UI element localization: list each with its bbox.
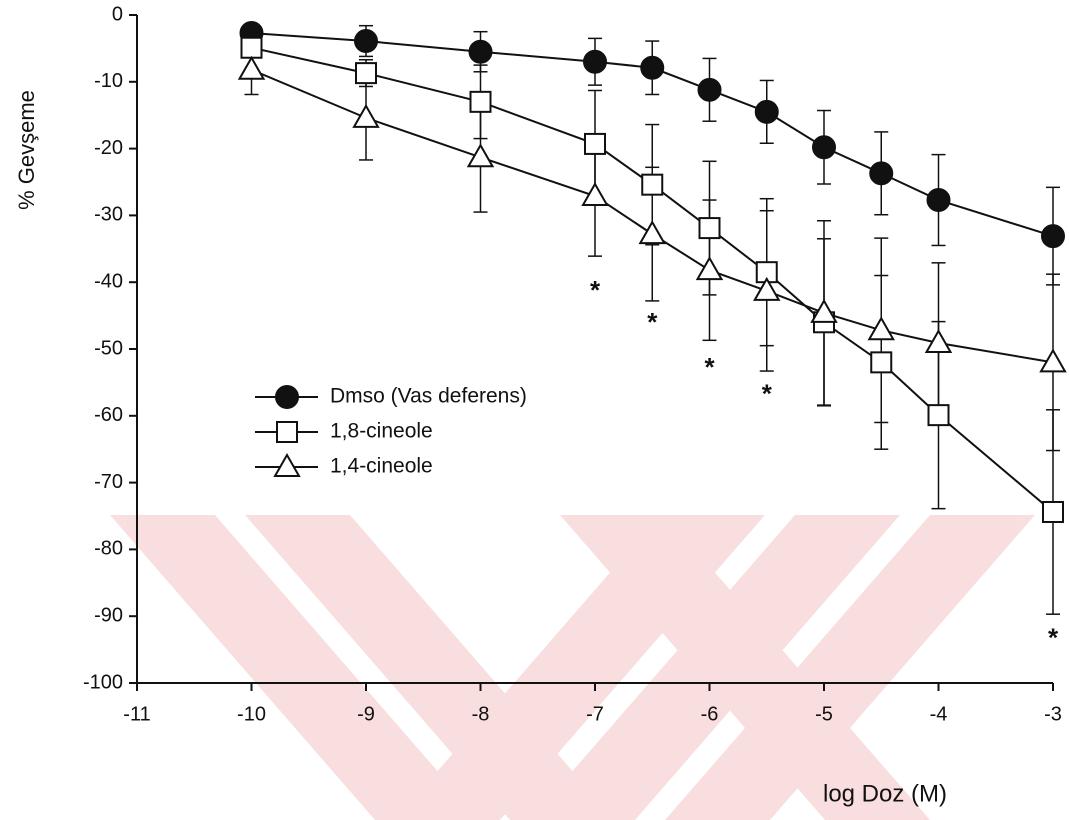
y-tick-label: -10 (94, 70, 123, 92)
legend-marker (276, 421, 298, 443)
y-tick-label: -50 (94, 337, 123, 359)
x-tick-label: -6 (701, 703, 719, 725)
data-point (1041, 224, 1065, 249)
data-point (754, 99, 779, 124)
y-tick-label: -40 (94, 270, 123, 292)
data-point (924, 328, 953, 353)
legend-marker (273, 452, 301, 477)
data-point (583, 49, 607, 74)
data-point (867, 316, 895, 341)
x-tick-label: -4 (930, 703, 948, 725)
data-point (926, 188, 951, 213)
y-tick-label: -60 (94, 404, 123, 426)
data-point (869, 161, 894, 186)
data-point (355, 62, 377, 85)
data-point (240, 36, 263, 59)
data-point (352, 103, 380, 128)
data-point (698, 217, 721, 240)
x-axis-label: log Doz (M) (823, 780, 947, 807)
x-tick-label: -11 (123, 703, 150, 725)
data-point (468, 39, 493, 64)
legend-label: Dmso (Vas deferens) (330, 385, 527, 408)
x-tick-label: -9 (357, 703, 375, 725)
data-point (640, 55, 665, 80)
data-point (695, 256, 724, 281)
data-point (469, 90, 492, 113)
data-point (638, 220, 666, 245)
data-point (753, 276, 781, 301)
legend-marker (275, 385, 299, 409)
y-tick-label: -90 (94, 604, 123, 626)
x-tick-label: -5 (815, 703, 833, 725)
y-tick-label: -80 (94, 538, 123, 560)
legend-label: 1,4-cineole (330, 455, 433, 478)
y-tick-label: -100 (83, 671, 123, 693)
data-point (1042, 500, 1064, 523)
y-axis-label: % Gevşeme (14, 90, 39, 210)
y-tick-label: -30 (94, 204, 123, 226)
annotation: * (704, 352, 715, 382)
annotation: * (1048, 622, 1059, 652)
legend-label: 1,8-cineole (330, 420, 433, 443)
annotation: * (647, 307, 658, 337)
data-point (354, 29, 378, 54)
data-point (810, 298, 838, 323)
data-point (812, 135, 836, 160)
y-tick-label: -20 (94, 137, 123, 159)
data-point (1039, 348, 1067, 373)
x-tick-label: -10 (237, 703, 266, 725)
x-tick-label: -7 (586, 703, 604, 725)
data-point (237, 55, 266, 80)
annotation: * (762, 379, 773, 409)
annotation: * (590, 275, 601, 305)
data-point (466, 143, 495, 168)
data-point (641, 173, 664, 196)
x-tick-label: -3 (1044, 703, 1062, 725)
data-point (584, 132, 606, 155)
data-point (697, 77, 722, 102)
data-point (927, 404, 950, 427)
y-tick-label: -70 (94, 471, 123, 493)
y-tick-label: 0 (112, 3, 123, 25)
watermark (110, 515, 1035, 820)
data-point (581, 182, 609, 207)
x-tick-label: -8 (472, 703, 490, 725)
data-point (870, 351, 893, 374)
